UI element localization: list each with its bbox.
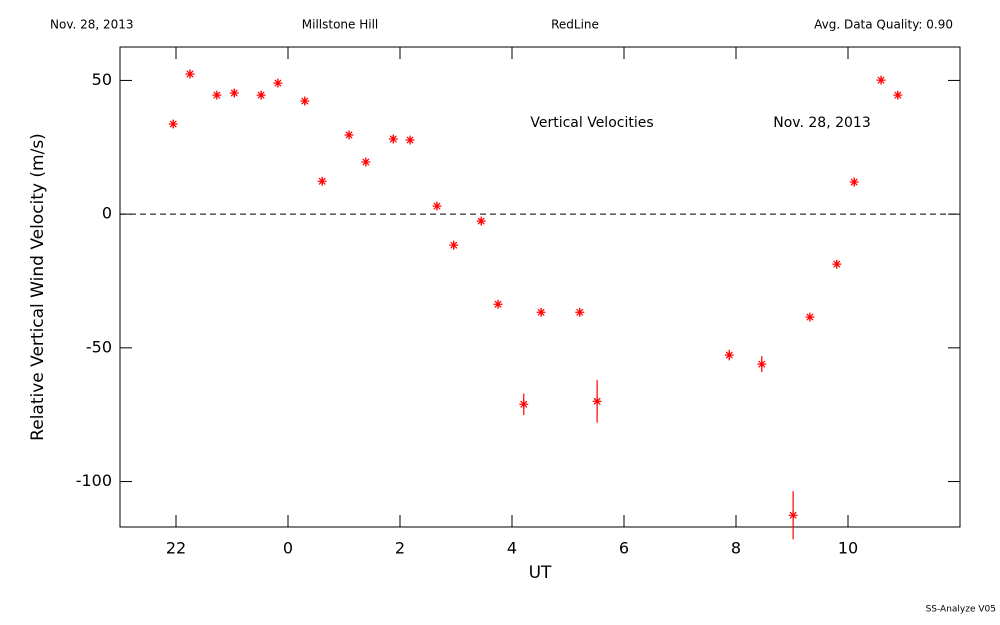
- data-point: [476, 216, 486, 226]
- y-tick-label: -100: [76, 471, 112, 490]
- asterisk-stroke: [450, 241, 458, 249]
- asterisk-stroke: [725, 351, 733, 359]
- asterisk-stroke: [345, 131, 353, 139]
- asterisk-stroke: [406, 136, 414, 144]
- y-tick-label: 0: [102, 204, 112, 223]
- data-point: [805, 312, 815, 322]
- data-point: [185, 69, 195, 79]
- data-point: [832, 259, 842, 269]
- data-point: [317, 176, 327, 186]
- header-date: Nov. 28, 2013: [50, 18, 134, 32]
- data-point: [449, 240, 459, 250]
- asterisk-stroke: [494, 300, 502, 308]
- asterisk-stroke: [477, 217, 485, 225]
- asterisk-stroke: [274, 79, 282, 87]
- data-point: [592, 396, 602, 406]
- data-point: [229, 88, 239, 98]
- data-point: [724, 350, 734, 360]
- asterisk-stroke: [806, 313, 814, 321]
- data-point: [388, 134, 398, 144]
- asterisk-stroke: [850, 178, 858, 186]
- data-point: [405, 135, 415, 145]
- data-point: [876, 75, 886, 85]
- asterisk-stroke: [257, 91, 265, 99]
- data-point: [256, 90, 266, 100]
- asterisk-stroke: [894, 91, 902, 99]
- asterisk-stroke: [433, 202, 441, 210]
- asterisk-stroke: [877, 76, 885, 84]
- data-point: [519, 399, 529, 409]
- data-point: [168, 119, 178, 129]
- asterisk-stroke: [318, 177, 326, 185]
- asterisk-stroke: [389, 135, 397, 143]
- x-tick-label: 22: [166, 539, 186, 558]
- asterisk-stroke: [537, 308, 545, 316]
- asterisk-stroke: [301, 97, 309, 105]
- data-point: [849, 177, 859, 187]
- x-tick-label: 6: [619, 539, 629, 558]
- asterisk-stroke: [186, 70, 194, 78]
- plot-frame: [119, 46, 961, 528]
- asterisk-stroke: [520, 400, 528, 408]
- data-point: [273, 78, 283, 88]
- y-tick-label: 50: [92, 70, 112, 89]
- x-tick-label: 2: [395, 539, 405, 558]
- data-point: [536, 307, 546, 317]
- footer: SS-Analyze V05: [926, 605, 996, 615]
- x-tick-label: 8: [731, 539, 741, 558]
- header-line: RedLine: [551, 18, 599, 32]
- data-point: [893, 90, 903, 100]
- header-site: Millstone Hill: [302, 18, 378, 32]
- data-point: [493, 299, 503, 309]
- asterisk-stroke: [833, 260, 841, 268]
- data-point: [361, 157, 371, 167]
- data-point: [757, 359, 767, 369]
- asterisk-stroke: [213, 91, 221, 99]
- data-point: [788, 510, 798, 520]
- x-tick-label: 0: [283, 539, 293, 558]
- data-point: [300, 96, 310, 106]
- y-axis-label: Relative Vertical Wind Velocity (m/s): [28, 133, 48, 441]
- asterisk-stroke: [169, 120, 177, 128]
- asterisk-stroke: [593, 397, 601, 405]
- asterisk-stroke: [758, 360, 766, 368]
- asterisk-stroke: [576, 308, 584, 316]
- data-point: [575, 307, 585, 317]
- asterisk-stroke: [230, 89, 238, 97]
- asterisk-stroke: [789, 511, 797, 519]
- data-point: [344, 130, 354, 140]
- x-tick-label: 10: [838, 539, 858, 558]
- annotation: Vertical Velocities: [530, 115, 653, 131]
- x-axis-label: UT: [529, 563, 552, 583]
- header-quality: Avg. Data Quality: 0.90: [814, 18, 953, 32]
- asterisk-stroke: [362, 158, 370, 166]
- x-tick-label: 4: [507, 539, 517, 558]
- annotation: Nov. 28, 2013: [773, 115, 870, 131]
- data-point: [212, 90, 222, 100]
- data-point: [432, 201, 442, 211]
- y-tick-label: -50: [86, 337, 112, 356]
